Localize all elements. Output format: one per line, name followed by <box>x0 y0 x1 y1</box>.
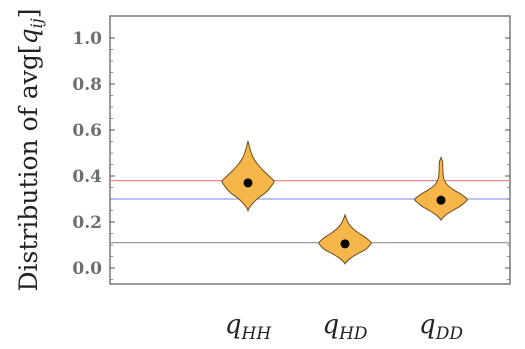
violins <box>221 140 468 265</box>
y-tick-label: 0.0 <box>72 259 102 279</box>
y-axis-label: Distribution of avg[qij] <box>14 8 46 291</box>
y-axis-label-sub: ij <box>27 18 46 28</box>
median-dot-q_HD <box>340 239 350 249</box>
x-category-label: qDD <box>419 310 463 344</box>
x-category-label: qHH <box>225 310 272 344</box>
y-tick-label: 0.6 <box>72 121 102 141</box>
y-tick-label: 0.2 <box>72 213 102 233</box>
y-tick-label: 0.8 <box>72 75 102 95</box>
y-tick-label: 1.0 <box>72 29 102 49</box>
x-category-label: qHD <box>322 310 367 344</box>
y-axis-ticks: 0.0 0.2 0.4 0.6 0.8 1.0 <box>72 29 510 280</box>
x-axis-categories: qHH qHD qDD <box>225 310 463 344</box>
y-axis-label-bracket-close: ] <box>14 8 43 18</box>
y-tick-label: 0.4 <box>72 167 102 187</box>
violin-q_DD <box>414 156 468 221</box>
y-axis-label-var: q <box>14 28 43 44</box>
violin-q_HH <box>221 140 275 212</box>
plot-frame <box>109 15 511 285</box>
median-dot-q_HH <box>243 178 253 188</box>
y-axis-label-bracket-open: [ <box>14 44 43 54</box>
median-dot-q_DD <box>436 195 446 205</box>
y-axis-label-prefix: Distribution of avg <box>14 54 43 291</box>
violin-q_HD <box>318 214 372 265</box>
